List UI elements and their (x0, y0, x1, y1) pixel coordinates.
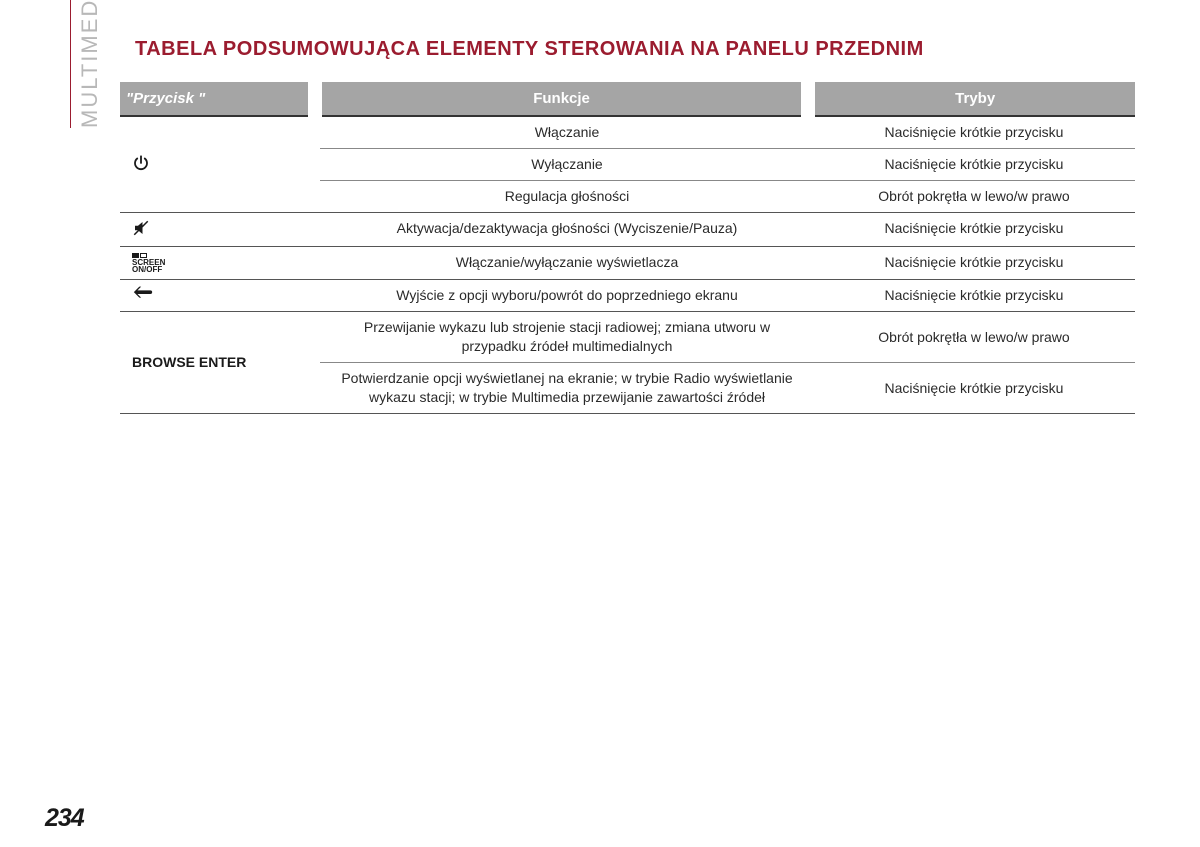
page-number: 234 (45, 804, 84, 833)
function-cell: Wyłączanie (320, 149, 814, 180)
function-cell: Potwierdzanie opcji wyświetlanej na ekra… (320, 363, 814, 413)
table-group: SCREENON/OFF Włączanie/wyłączanie wyświe… (120, 247, 1135, 280)
page-title: TABELA PODSUMOWUJĄCA ELEMENTY STEROWANIA… (135, 38, 924, 61)
browse-enter-label: BROWSE ENTER (132, 354, 246, 370)
function-cell: Włączanie/wyłączanie wyświetlacza (320, 247, 814, 278)
mode-cell: Naciśnięcie krótkie przycisku (814, 247, 1134, 278)
table-group: Włączanie Naciśnięcie krótkie przycisku … (120, 117, 1135, 213)
function-cell: Włączanie (320, 117, 814, 148)
header-functions: Funkcje (322, 82, 802, 117)
mode-cell: Obrót pokrętła w lewo/w prawo (814, 312, 1134, 362)
table-row: Aktywacja/dezaktywacja głośności (Wycisz… (320, 213, 1135, 244)
table-row: Wyłączanie Naciśnięcie krótkie przycisku (320, 149, 1135, 181)
button-cell (120, 213, 320, 246)
power-icon (132, 154, 150, 175)
back-icon (132, 286, 154, 305)
mode-cell: Naciśnięcie krótkie przycisku (814, 149, 1134, 180)
table-group: Wyjście z opcji wyboru/powrót do poprzed… (120, 280, 1135, 312)
function-cell: Regulacja głośności (320, 181, 814, 212)
header-button: "Przycisk " (120, 82, 308, 117)
screen-onoff-icon: SCREENON/OFF (132, 253, 165, 273)
table-group: BROWSE ENTER Przewijanie wykazu lub stro… (120, 312, 1135, 414)
mode-cell: Naciśnięcie krótkie przycisku (814, 117, 1134, 148)
button-cell (120, 280, 320, 311)
mode-cell: Obrót pokrętła w lewo/w prawo (814, 181, 1134, 212)
button-cell: BROWSE ENTER (120, 312, 320, 413)
mute-icon (132, 219, 150, 240)
header-modes: Tryby (815, 82, 1135, 117)
table-row: Regulacja głośności Obrót pokrętła w lew… (320, 181, 1135, 212)
section-side-label: MULTIMEDIA (70, 0, 103, 128)
controls-table: "Przycisk " Funkcje Tryby Włączanie Naci… (120, 82, 1135, 414)
mode-cell: Naciśnięcie krótkie przycisku (814, 280, 1134, 311)
button-cell (120, 117, 320, 212)
table-header-row: "Przycisk " Funkcje Tryby (120, 82, 1135, 117)
table-row: Wyjście z opcji wyboru/powrót do poprzed… (320, 280, 1135, 311)
table-row: Potwierdzanie opcji wyświetlanej na ekra… (320, 363, 1135, 413)
button-cell: SCREENON/OFF (120, 247, 320, 279)
table-row: Włączanie/wyłączanie wyświetlacza Naciśn… (320, 247, 1135, 278)
table-group: Aktywacja/dezaktywacja głośności (Wycisz… (120, 213, 1135, 247)
table-row: Włączanie Naciśnięcie krótkie przycisku (320, 117, 1135, 149)
function-cell: Aktywacja/dezaktywacja głośności (Wycisz… (320, 213, 814, 244)
mode-cell: Naciśnięcie krótkie przycisku (814, 363, 1134, 413)
function-cell: Przewijanie wykazu lub strojenie stacji … (320, 312, 814, 362)
table-row: Przewijanie wykazu lub strojenie stacji … (320, 312, 1135, 363)
mode-cell: Naciśnięcie krótkie przycisku (814, 213, 1134, 244)
table-body: Włączanie Naciśnięcie krótkie przycisku … (120, 117, 1135, 414)
function-cell: Wyjście z opcji wyboru/powrót do poprzed… (320, 280, 814, 311)
